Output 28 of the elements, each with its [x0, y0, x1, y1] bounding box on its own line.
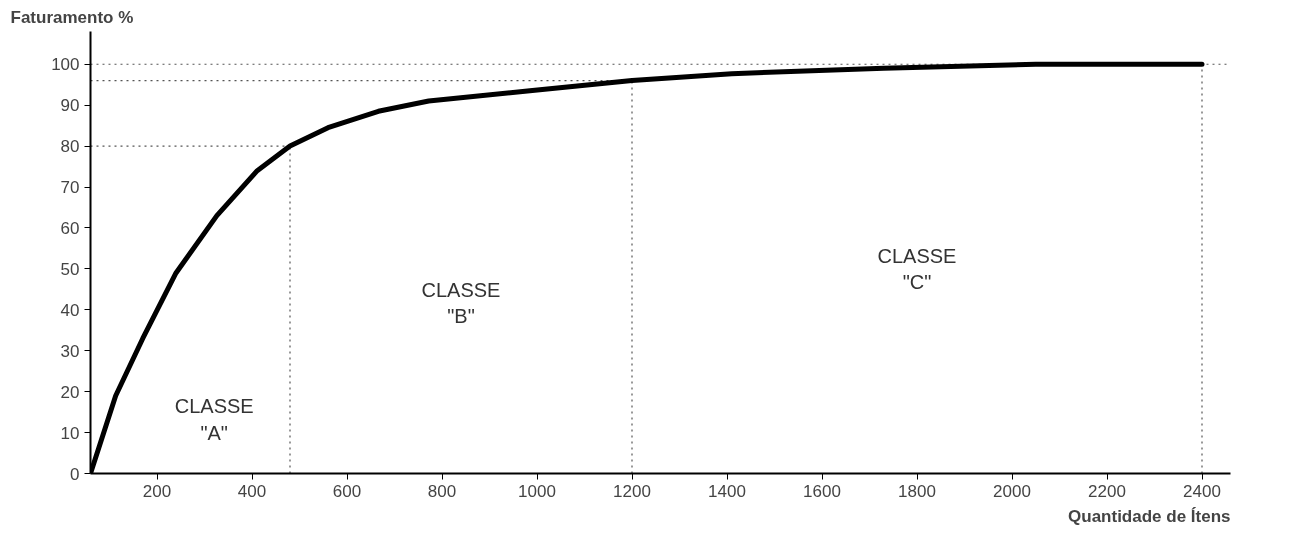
y-tick-label: 70 — [60, 178, 80, 198]
annotation: CLASSE "B" — [421, 279, 501, 328]
annotation: CLASSE "C" — [877, 245, 957, 294]
x-tick-label: 1000 — [518, 481, 556, 501]
y-tick-label: 50 — [60, 259, 80, 279]
y-tick-label: 90 — [60, 96, 80, 116]
y-tick-label: 0 — [70, 464, 80, 484]
x-tick-label: 400 — [237, 481, 267, 501]
y-tick-label: 100 — [51, 55, 80, 75]
x-tick-label: 800 — [427, 481, 457, 501]
y-tick-label: 30 — [60, 341, 80, 361]
x-tick-label: 1200 — [613, 481, 651, 501]
y-axis-title: Faturamento % — [10, 7, 134, 27]
x-tick-label: 1800 — [898, 481, 936, 501]
y-tick-label: 40 — [60, 300, 80, 320]
x-axis-title: Quantidade de Ítens — [1068, 506, 1231, 526]
x-tick-label: 600 — [332, 481, 362, 501]
annotation: CLASSE "A" — [174, 395, 254, 444]
y-tick-label: 20 — [60, 382, 80, 402]
x-tick-label: 2400 — [1183, 481, 1221, 501]
x-tick-label: 2200 — [1088, 481, 1126, 501]
x-tick-label: 1600 — [803, 481, 841, 501]
x-tick-label: 200 — [142, 481, 172, 501]
y-tick-label: 60 — [60, 218, 80, 238]
x-tick-label: 1400 — [708, 481, 746, 501]
x-tick-label: 2000 — [993, 481, 1031, 501]
y-tick-label: 10 — [60, 423, 80, 443]
y-tick-label: 80 — [60, 137, 80, 157]
